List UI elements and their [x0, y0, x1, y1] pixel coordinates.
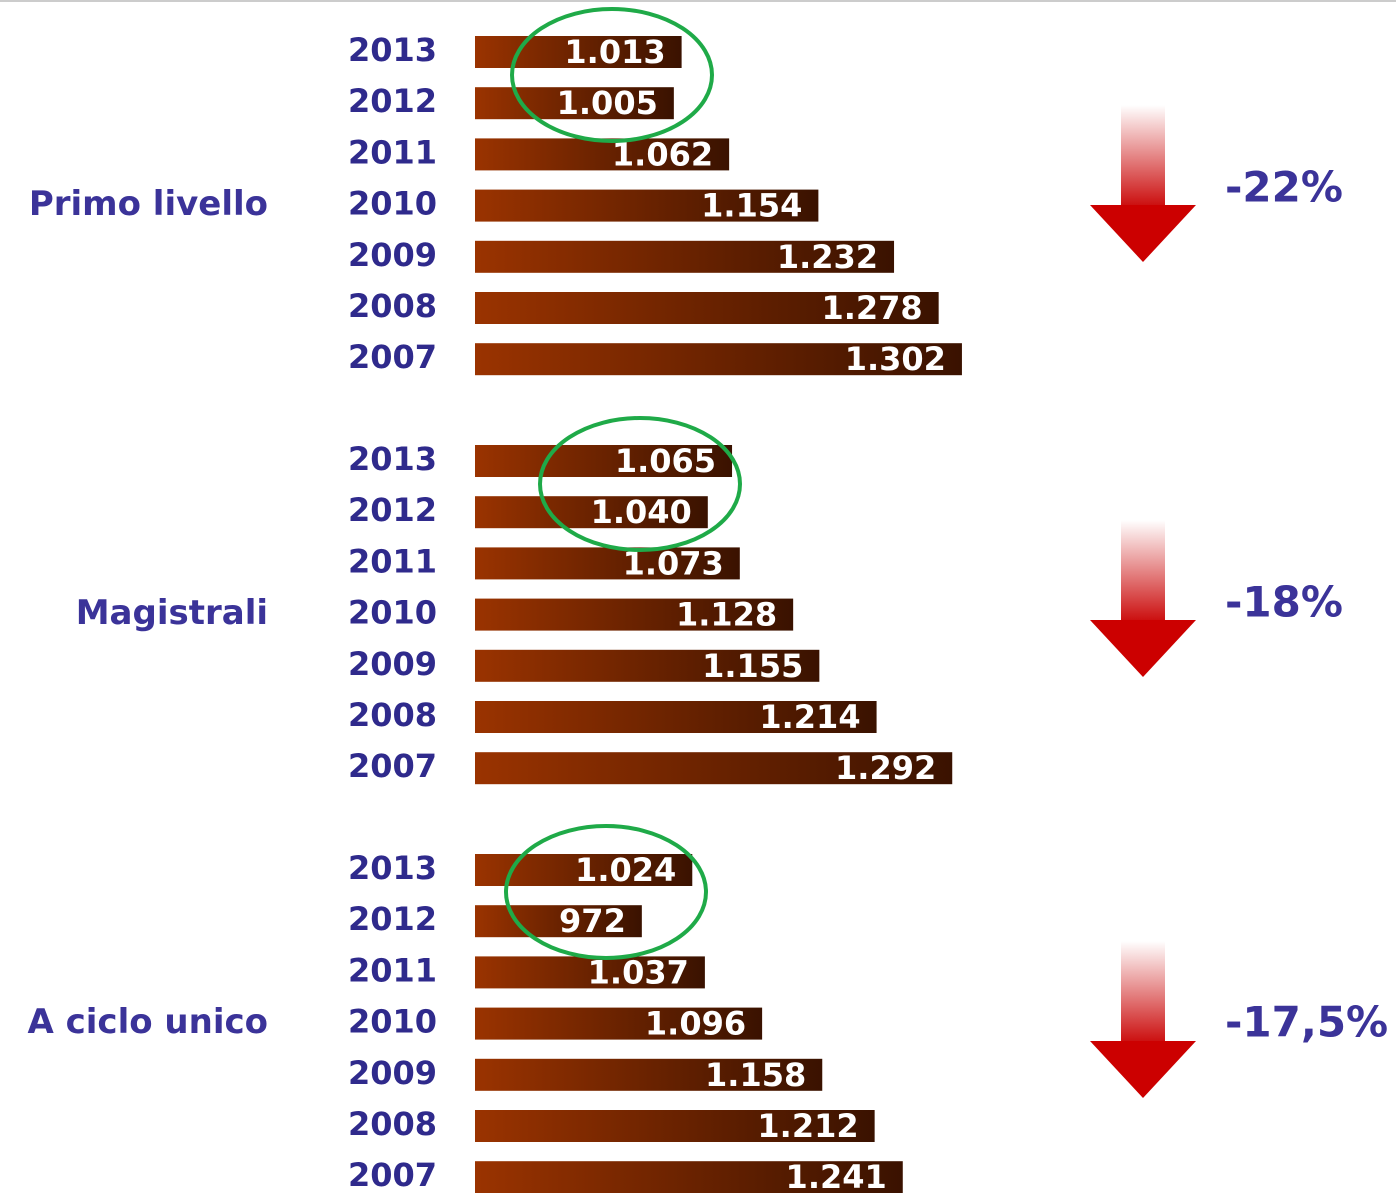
year-label: 2009	[348, 236, 437, 274]
bar	[475, 343, 962, 376]
year-label: 2007	[348, 338, 437, 376]
down-arrow	[1090, 941, 1196, 1098]
bar	[475, 240, 895, 273]
year-label: 2008	[348, 1105, 437, 1143]
value-label: 1.302	[845, 340, 946, 378]
bar	[475, 1110, 875, 1142]
year-label: 2013	[348, 31, 437, 69]
bar	[475, 547, 740, 580]
bar	[475, 36, 682, 68]
value-label: 1.128	[676, 596, 777, 634]
value-label: 1.096	[645, 1005, 746, 1043]
value-label: 1.278	[821, 289, 922, 327]
value-label: 1.024	[575, 851, 676, 889]
bar	[475, 1161, 903, 1193]
value-label: 1.212	[757, 1107, 858, 1145]
bar	[475, 87, 674, 120]
year-label: 2009	[348, 645, 437, 683]
value-label: 972	[559, 902, 626, 940]
change-annotation: -17,5%	[1225, 998, 1388, 1047]
value-label: 1.155	[702, 647, 803, 685]
group-label: Primo livello	[29, 184, 268, 224]
bar	[475, 189, 819, 222]
year-label: 2010	[348, 185, 437, 223]
bar	[475, 956, 705, 989]
value-label: 1.232	[777, 238, 878, 276]
year-label: 2009	[348, 1054, 437, 1092]
value-label: 1.214	[759, 698, 860, 736]
year-label: 2013	[348, 440, 437, 478]
change-annotation: -22%	[1225, 163, 1343, 212]
value-label: 1.065	[615, 442, 716, 480]
bar	[475, 905, 642, 938]
year-label: 2011	[348, 951, 437, 989]
year-label: 2007	[348, 1156, 437, 1193]
bar	[475, 752, 953, 785]
value-label: 1.013	[564, 33, 665, 71]
bar	[475, 701, 877, 733]
bar	[475, 1058, 823, 1091]
highlight-circle	[538, 416, 742, 552]
highlight-circle	[504, 824, 708, 960]
bar	[475, 598, 794, 631]
bar	[475, 445, 733, 477]
year-label: 2012	[348, 82, 437, 120]
year-label: 2011	[348, 133, 437, 171]
bar	[475, 1007, 763, 1040]
year-label: 2012	[348, 900, 437, 938]
value-label: 1.040	[591, 493, 692, 531]
bar	[475, 649, 820, 682]
group-label: A ciclo unico	[27, 1002, 268, 1042]
value-label: 1.241	[786, 1158, 887, 1193]
year-label: 2012	[348, 491, 437, 529]
value-label: 1.292	[835, 749, 936, 787]
year-label: 2008	[348, 287, 437, 325]
year-label: 2007	[348, 747, 437, 785]
year-label: 2013	[348, 849, 437, 887]
arrows	[1090, 105, 1196, 1098]
year-label: 2010	[348, 594, 437, 632]
bar	[475, 496, 708, 529]
down-arrow	[1090, 520, 1196, 677]
value-label: 1.005	[557, 84, 658, 122]
year-label: 2008	[348, 696, 437, 734]
highlight-circle	[510, 7, 714, 143]
change-annotation: -18%	[1225, 578, 1343, 627]
down-arrow	[1090, 105, 1196, 262]
value-label: 1.158	[705, 1056, 806, 1094]
group-label: Magistrali	[76, 593, 268, 633]
bar	[475, 138, 730, 171]
bar	[475, 292, 939, 324]
value-label: 1.154	[701, 187, 802, 225]
year-label: 2011	[348, 542, 437, 580]
year-label: 2010	[348, 1003, 437, 1041]
